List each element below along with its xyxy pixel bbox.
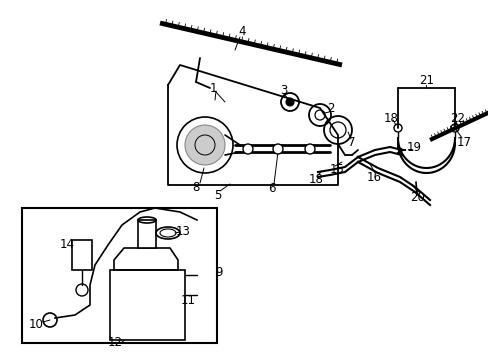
Text: 16: 16 <box>366 171 381 184</box>
Text: 12: 12 <box>107 337 122 350</box>
Text: 7: 7 <box>347 135 355 149</box>
Text: 6: 6 <box>268 181 275 194</box>
Text: 10: 10 <box>28 318 43 330</box>
Text: 17: 17 <box>456 135 470 149</box>
Text: 20: 20 <box>410 190 425 203</box>
Bar <box>138 220 156 248</box>
Bar <box>72 240 92 270</box>
Text: 4: 4 <box>238 24 245 37</box>
Text: 5: 5 <box>214 189 221 202</box>
Text: 18: 18 <box>383 112 398 125</box>
Circle shape <box>243 144 252 154</box>
Text: 15: 15 <box>329 162 344 176</box>
Text: 9: 9 <box>215 266 223 279</box>
Circle shape <box>285 98 293 106</box>
Circle shape <box>305 144 314 154</box>
Text: 11: 11 <box>180 293 195 306</box>
Text: 1: 1 <box>209 81 216 95</box>
Text: 3: 3 <box>280 84 287 96</box>
Circle shape <box>184 125 224 165</box>
Circle shape <box>272 144 283 154</box>
Text: 21: 21 <box>419 73 434 86</box>
Text: 14: 14 <box>60 238 74 251</box>
Text: 13: 13 <box>175 225 190 238</box>
Text: 22: 22 <box>449 112 465 125</box>
Bar <box>110 270 184 340</box>
Bar <box>22 208 217 343</box>
Text: 8: 8 <box>192 180 199 194</box>
Text: 19: 19 <box>406 140 421 153</box>
Text: 18: 18 <box>308 172 323 185</box>
Text: 2: 2 <box>326 102 334 114</box>
